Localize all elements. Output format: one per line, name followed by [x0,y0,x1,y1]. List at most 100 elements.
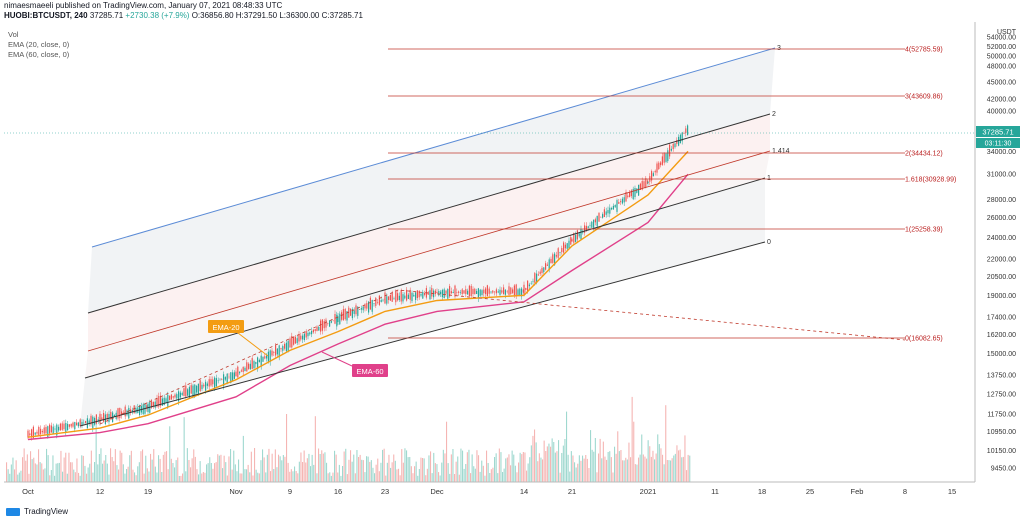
volume-bar [583,458,585,482]
volume-bar [406,450,408,482]
candle-body [488,288,490,294]
volume-bar [562,445,564,482]
volume-bar [194,456,196,482]
ema60-callout [352,364,388,377]
volume-bar [148,471,150,482]
volume-bar [311,454,313,482]
candle-body [375,297,377,306]
volume-bar [111,457,113,482]
price-tick: 15000.00 [987,351,1016,358]
volume-bar [423,458,425,482]
candle-body [169,396,171,400]
candle-body [72,422,74,427]
volume-bar [20,470,22,482]
candle-body [534,273,536,283]
volume-bar [457,456,459,482]
candle-body [237,366,239,378]
volume-bar [159,458,161,482]
candle-body [329,320,331,327]
indicator-ema20[interactable]: EMA (20, close, 0) [8,40,70,49]
volume-bar [490,469,492,482]
candle-body [632,188,634,200]
candle-body [314,329,316,331]
volume-bar [257,472,259,482]
volume-bar [689,455,691,482]
price-tick: 11750.00 [987,412,1016,419]
volume-bar [455,461,457,482]
volume-bar [594,438,596,482]
candle-body [555,255,557,257]
volume-bar [359,454,361,482]
volume-bar [529,457,531,482]
volume-bar [206,464,208,482]
price-tick: 10950.00 [987,429,1016,436]
volume-bar [86,473,88,482]
price-tick: 17400.00 [987,315,1016,322]
last-price-label: 37285.71 [982,128,1013,137]
volume-bar [382,449,384,482]
price-tick: 16200.00 [987,332,1016,339]
candle-body [221,379,223,380]
candle-body [418,291,420,298]
candle-body [163,397,165,406]
candle-body [645,178,647,188]
volume-bar [550,446,552,482]
candle-body [85,421,87,424]
volume-bar [146,468,148,482]
volume-bar [618,451,620,482]
candle-body [156,398,158,407]
volume-bar [81,455,83,482]
channel-fill-upper [88,48,775,313]
channel-label: 3 [777,45,781,52]
candle-body [47,426,49,439]
volume-bar [609,451,611,482]
volume-bar [282,455,284,482]
channel-fill-mid [88,114,770,351]
footer-brand[interactable]: TradingView [6,507,68,516]
volume-bar [606,459,608,482]
volume-bar [634,464,636,482]
volume-bar [527,463,529,482]
volume-bar [98,454,100,482]
volume-bar [124,473,126,482]
candle-body [424,293,426,295]
volume-bar [510,465,512,482]
candle-body [593,219,595,228]
candle-body [38,427,40,436]
volume-bar [319,454,321,482]
candle-body [486,285,488,296]
candle-body [413,294,415,297]
candle-body [90,415,92,425]
indicator-ema60[interactable]: EMA (60, close, 0) [8,50,70,59]
volume-bar [65,452,67,482]
candle-body [570,237,572,245]
candle-body [467,290,469,295]
volume-bar [76,458,78,482]
volume-bar [60,450,62,482]
candle-body [643,181,645,188]
candle-body [377,302,379,303]
volume-bar [281,460,283,482]
candle-body [334,314,336,324]
volume-bar [542,459,544,482]
indicator-vol[interactable]: Vol [8,30,19,39]
price-tick: 26000.00 [987,215,1016,222]
volume-bar [23,448,25,482]
volume-bar [9,473,11,482]
volume-bar [610,457,612,482]
candle-body [494,291,496,293]
volume-bar [279,456,281,482]
candle-body [501,290,503,293]
volume-bar [127,466,129,482]
candle-body [600,216,602,218]
candle-body [571,239,573,242]
candle-body [472,288,474,294]
candle-body [106,414,108,420]
volume-bar [561,453,563,482]
candle-body [440,291,442,295]
countdown-tag [976,138,1020,148]
candle-body [589,225,591,226]
volume-bar [118,469,120,482]
candle-body [670,148,672,151]
